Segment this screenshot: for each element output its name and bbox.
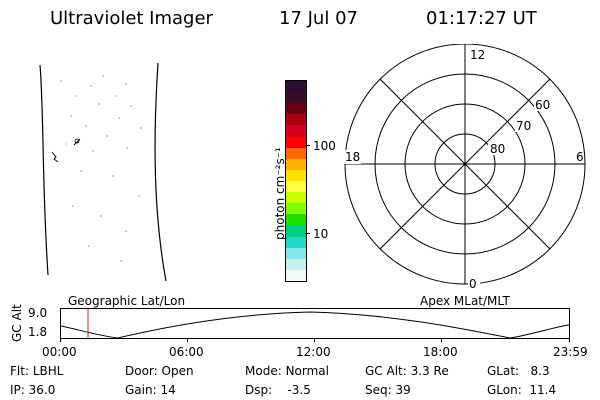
- colorbar: [285, 80, 307, 282]
- polar-label-6: 6: [576, 150, 584, 164]
- status-glon: GLon: 11.4: [487, 383, 557, 397]
- altitude-curve: [60, 311, 570, 339]
- colorbar-segment-3: [286, 114, 306, 126]
- colorbar-segment-17: [286, 269, 306, 281]
- timeline-left-title: Geographic Lat/Lon: [68, 294, 186, 308]
- colorbar-label-10: 10: [313, 227, 329, 241]
- status-door: Door: Open: [125, 364, 194, 378]
- timeline-ytick-9: 9.0: [28, 306, 48, 320]
- polar-label-12: 12: [470, 48, 485, 62]
- time-label: 01:17:27 UT: [426, 8, 537, 29]
- app-title: Ultraviolet Imager: [50, 8, 213, 29]
- status-dsp: Dsp: -3.5: [245, 383, 311, 397]
- timeline-xlabel-2359: 23:59: [553, 345, 588, 359]
- colorbar-segment-11: [286, 203, 306, 215]
- colorbar-segment-10: [286, 192, 306, 204]
- status-gc-alt: GC Alt: 3.3 Re: [365, 364, 449, 378]
- polar-label-70: 70: [516, 119, 531, 133]
- colorbar-units-label: photon cm⁻²s⁻¹: [273, 147, 287, 240]
- polar-label-80: 80: [490, 142, 505, 156]
- polar-label-18: 18: [345, 150, 360, 164]
- geographic-image-panel: [39, 62, 167, 282]
- timeline-xlabel-0600: 06:00: [169, 345, 204, 359]
- colorbar-segment-4: [286, 125, 306, 137]
- colorbar-tick-10: [305, 233, 310, 234]
- colorbar-segment-9: [286, 180, 306, 193]
- colorbar-segment-2: [286, 103, 306, 115]
- colorbar-segment-7: [286, 158, 306, 170]
- timeline-ytick-1-8: 1.8: [28, 325, 48, 339]
- status-mode: Mode: Normal: [245, 364, 329, 378]
- colorbar-segment-12: [286, 214, 306, 226]
- colorbar-segment-16: [286, 258, 306, 270]
- colorbar-segment-5: [286, 136, 306, 148]
- colorbar-segment-14: [286, 236, 306, 248]
- status-ip: IP: 36.0: [10, 383, 56, 397]
- status-seq: Seq: 39: [365, 383, 411, 397]
- colorbar-tick-100: [305, 145, 310, 146]
- colorbar-segment-0: [286, 81, 306, 93]
- timeline-ylabel: GC Alt: [10, 304, 24, 342]
- polar-plot: 12 0 18 6 60 70 80: [343, 44, 586, 290]
- timeline-xlabel-1800: 18:00: [423, 345, 458, 359]
- colorbar-segment-13: [286, 225, 306, 237]
- colorbar-label-100: 100: [313, 139, 336, 153]
- timeline-right-title: Apex MLat/MLT: [420, 294, 510, 308]
- colorbar-segment-1: [286, 92, 306, 104]
- timeline-xlabel-1200: 12:00: [296, 345, 331, 359]
- colorbar-segment-8: [286, 169, 306, 181]
- polar-label-60: 60: [535, 98, 550, 112]
- polar-label-0: 0: [469, 277, 477, 290]
- date-label: 17 Jul 07: [279, 8, 358, 29]
- altitude-timeline: [60, 308, 570, 342]
- colorbar-segment-15: [286, 247, 306, 259]
- status-filter: Flt: LBHL: [10, 364, 64, 378]
- status-gain: Gain: 14: [125, 383, 176, 397]
- timeline-xlabel-0000: 00:00: [42, 345, 77, 359]
- colorbar-segment-6: [286, 147, 306, 159]
- status-glat: GLat: 8.3: [487, 364, 550, 378]
- polar-diagonal-2: [379, 78, 551, 250]
